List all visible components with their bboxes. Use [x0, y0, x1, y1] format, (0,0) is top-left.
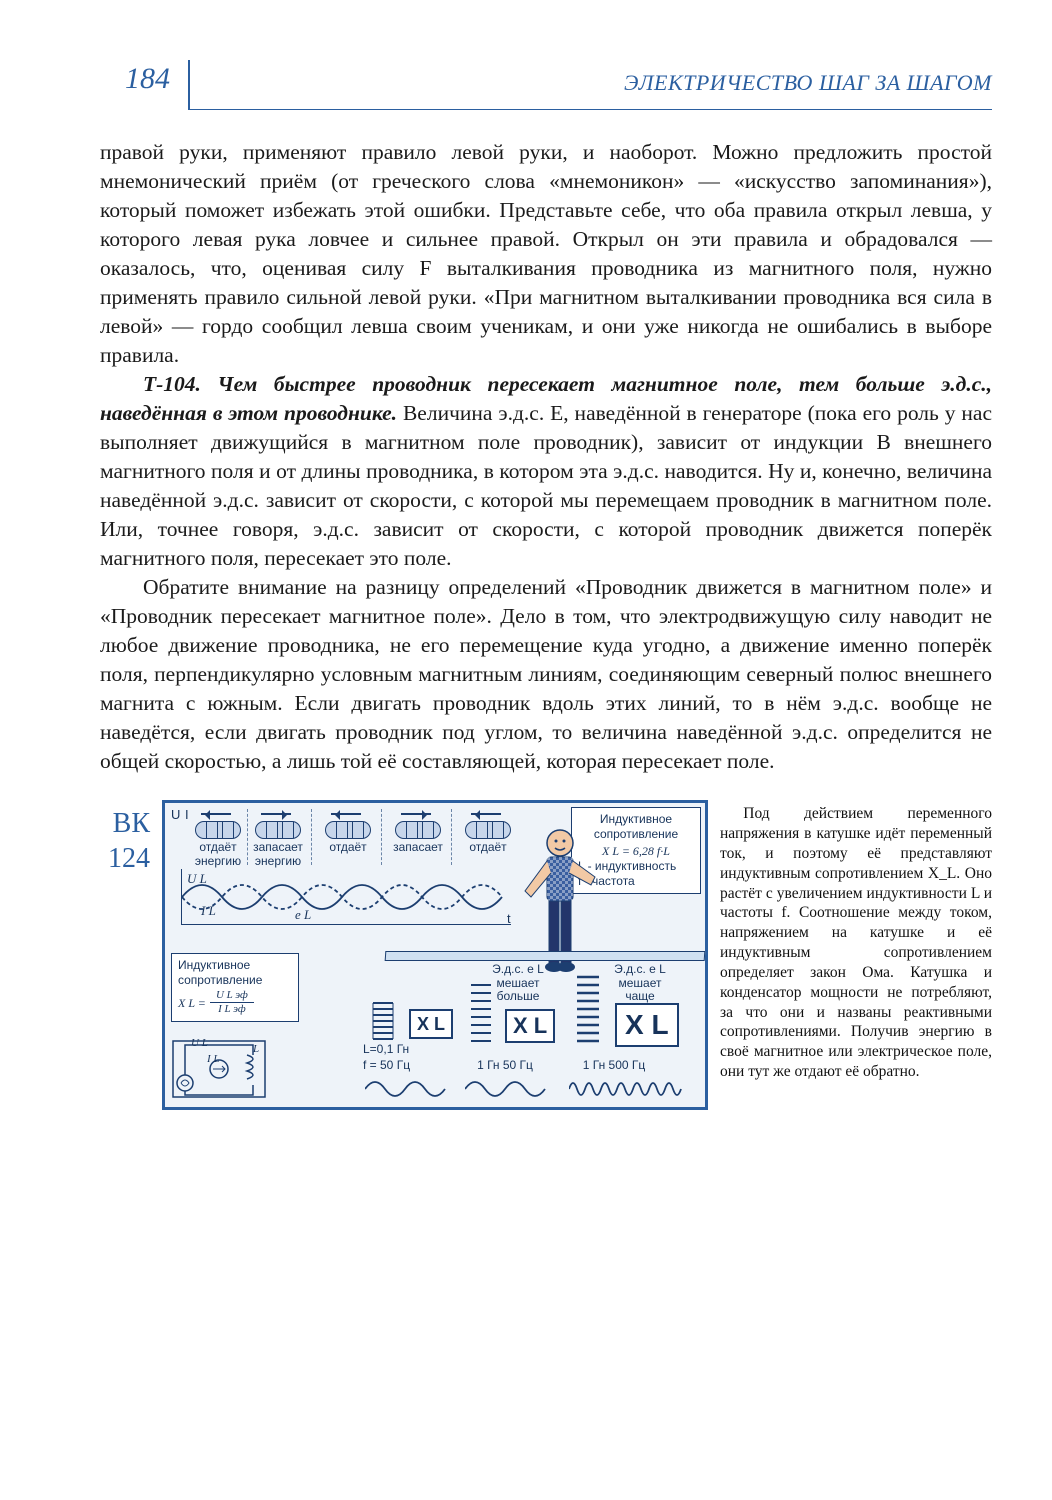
paragraph-3: Обратите внимание на разницу определений…: [100, 573, 992, 776]
box-xl-3: X L: [615, 1003, 679, 1047]
box-xl-2: X L: [505, 1009, 555, 1043]
coil-cap-3: отдаёт: [321, 841, 375, 854]
graph-svg-icon: [182, 869, 512, 925]
fig-u: U: [171, 807, 180, 822]
circ-ul: U L: [191, 1037, 208, 1049]
param-f: f = 50 Гц: [363, 1059, 453, 1072]
t-label: t: [507, 911, 511, 926]
spring-1-icon: [369, 1001, 397, 1041]
left-formula: X L = U L эф I L эф: [178, 989, 292, 1016]
page-number: 184: [100, 60, 190, 110]
p2-rest: Величина э.д.с. E, наведённой в генерато…: [100, 401, 992, 570]
spring-2-icon: [467, 983, 495, 1045]
coil-3-icon: [325, 821, 371, 839]
page: 184 ЭЛЕКТРИЧЕСТВО ШАГ ЗА ШАГОМ правой ру…: [0, 0, 1052, 1500]
divider-icon: [311, 809, 312, 865]
page-header: 184 ЭЛЕКТРИЧЕСТВО ШАГ ЗА ШАГОМ: [100, 60, 992, 110]
num: U L эф: [216, 989, 248, 1002]
box-xl-1: X L: [409, 1009, 453, 1039]
xl-eq: X L =: [178, 996, 206, 1010]
spring3-label: 1 Гн 500 Гц: [569, 1059, 659, 1072]
vk-label: ВК 124: [100, 800, 150, 876]
wave-3-icon: [569, 1075, 689, 1103]
figure-row: ВК 124 U I отдаёт энергию запасает энерг…: [100, 800, 992, 1110]
vk-line2: 124: [100, 841, 150, 876]
arrow-4-icon: [401, 813, 431, 815]
lever-icon: [385, 951, 706, 961]
wave-1-icon: [365, 1075, 451, 1103]
arrow-5-icon: [471, 813, 501, 815]
divider-icon: [451, 809, 452, 865]
divider-icon: [247, 809, 248, 865]
fig-i: I: [185, 807, 189, 822]
vk-line1: ВК: [100, 806, 150, 841]
figure-box: U I отдаёт энергию запасает энергию отда…: [162, 800, 708, 1110]
coil-cap-5: отдаёт: [461, 841, 515, 854]
circ-L: L: [253, 1043, 259, 1055]
arrow-2-icon: [261, 813, 291, 815]
paragraph-1: правой руки, применяют правило левой рук…: [100, 138, 992, 370]
il-label: I L: [201, 903, 216, 919]
ul-label: U L: [187, 871, 207, 887]
eds2: Э.д.с. e L мешает чаще: [605, 963, 675, 1003]
divider-icon: [381, 809, 382, 865]
side-caption: Под действием переменного напряжения в к…: [720, 800, 992, 1082]
side-caption-text: Под действием переменного напряжения в к…: [720, 805, 992, 1080]
ul-il-graph: [181, 869, 511, 925]
spring-3-icon: [573, 975, 603, 1047]
coil-cap-4: запасает: [391, 841, 445, 854]
box-xl-text: X L: [625, 1009, 669, 1040]
coil-1-icon: [195, 821, 241, 839]
param-L: L=0,1 Гн: [363, 1043, 453, 1056]
arrow-1-icon: [201, 813, 231, 815]
den: I L эф: [218, 1003, 246, 1016]
coil-5-icon: [465, 821, 511, 839]
el-label: e L: [295, 907, 311, 923]
coil-cap-1: отдаёт энергию: [191, 841, 245, 867]
running-title: ЭЛЕКТРИЧЕСТВО ШАГ ЗА ШАГОМ: [190, 60, 992, 110]
circ-il: I L: [207, 1053, 220, 1065]
left-formula-block: Индуктивное сопротивление X L = U L эф I…: [171, 953, 299, 1021]
paragraph-2: Т-104. Чем быстрее проводник пересекает …: [100, 370, 992, 573]
coil-4-icon: [395, 821, 441, 839]
spring2-label: 1 Гн 50 Гц: [465, 1059, 545, 1072]
circuit-icon: U L I L L: [171, 1039, 267, 1099]
box-xl-text: X L: [513, 1013, 547, 1038]
coil-2-icon: [255, 821, 301, 839]
fraction: U L эф I L эф: [210, 989, 254, 1016]
arrow-3-icon: [331, 813, 361, 815]
body-text: правой руки, применяют правило левой рук…: [100, 138, 992, 776]
coil-cap-2: запасает энергию: [251, 841, 305, 867]
left-block-title: Индуктивное сопротивление: [178, 958, 292, 987]
wave-2-icon: [465, 1075, 551, 1103]
box-xl-text: X L: [417, 1014, 445, 1034]
